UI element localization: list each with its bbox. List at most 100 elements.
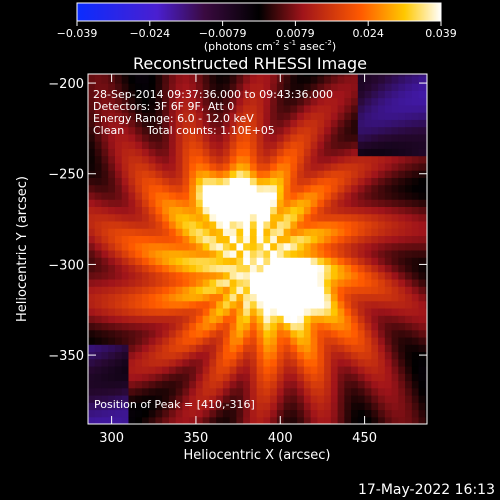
- heatmap-cell: [168, 293, 177, 302]
- heatmap-cell: [121, 286, 130, 295]
- heatmap-cell: [283, 162, 291, 171]
- heatmap-cell: [384, 104, 393, 113]
- heatmap-cell: [141, 358, 150, 367]
- heatmap-cell: [384, 199, 393, 207]
- heatmap-cell: [236, 416, 244, 424]
- heatmap-cell: [135, 329, 143, 338]
- heatmap-cell: [168, 358, 177, 367]
- heatmap-cell: [317, 249, 325, 258]
- heatmap-cell: [357, 191, 366, 200]
- heatmap-cell: [357, 344, 366, 353]
- heatmap-cell: [263, 141, 271, 149]
- heatmap-cell: [249, 416, 258, 424]
- heatmap-cell: [351, 257, 359, 266]
- heatmap-cell: [405, 380, 413, 389]
- heatmap-cell: [310, 119, 318, 128]
- heatmap-cell: [297, 365, 305, 374]
- heatmap-cell: [121, 387, 130, 396]
- heatmap-cell: [141, 344, 150, 353]
- heatmap-cell: [94, 365, 103, 374]
- heatmap-cell: [391, 373, 399, 382]
- heatmap-cell: [364, 97, 372, 106]
- heatmap-cell: [182, 74, 190, 77]
- heatmap-cell: [216, 307, 224, 316]
- heatmap-cell: [135, 97, 143, 106]
- heatmap-cell: [222, 394, 231, 403]
- heatmap-cell: [216, 74, 224, 77]
- heatmap-cell: [195, 220, 204, 229]
- heatmap-cell: [303, 126, 312, 135]
- heatmap-cell: [222, 228, 231, 236]
- heatmap-cell: [101, 278, 109, 287]
- heatmap-cell: [357, 206, 366, 215]
- heatmap-cell: [256, 336, 265, 345]
- heatmap-cell: [249, 191, 258, 200]
- heatmap-cell: [189, 409, 197, 418]
- heatmap-cell: [182, 242, 190, 251]
- heatmap-cell: [256, 141, 265, 149]
- heatmap-cell: [405, 75, 413, 84]
- heatmap-cell: [141, 307, 150, 316]
- heatmap-cell: [303, 257, 312, 266]
- heatmap-cell: [216, 293, 224, 302]
- heatmap-cell: [283, 242, 291, 251]
- heatmap-cell: [162, 402, 170, 411]
- heatmap-cell: [351, 199, 359, 207]
- heatmap-cell: [88, 133, 96, 142]
- heatmap-cell: [121, 206, 130, 215]
- heatmap-cell: [418, 119, 426, 128]
- heatmap-cell: [256, 83, 265, 91]
- heatmap-cell: [364, 249, 372, 258]
- heatmap-cell: [236, 148, 244, 157]
- heatmap-cell: [108, 344, 116, 353]
- heatmap-cell: [148, 365, 157, 374]
- heatmap-cell: [297, 336, 305, 345]
- heatmap-cell: [128, 242, 136, 251]
- heatmap-cell: [182, 409, 190, 418]
- heatmap-cell: [344, 293, 352, 302]
- heatmap-cell: [243, 228, 251, 236]
- heatmap-cell: [425, 90, 427, 99]
- heatmap-cell: [371, 75, 379, 84]
- heatmap-cell: [128, 235, 136, 244]
- heatmap-cell: [290, 315, 298, 324]
- heatmap-cell: [182, 358, 190, 367]
- heatmap-cell: [168, 336, 177, 345]
- heatmap-cell: [317, 213, 325, 222]
- heatmap-cell: [135, 133, 143, 142]
- heatmap-cell: [114, 228, 123, 236]
- heatmap-cell: [405, 206, 413, 215]
- heatmap-cell: [229, 133, 238, 142]
- heatmap-cell: [202, 271, 211, 280]
- heatmap-cell: [189, 148, 197, 157]
- heatmap-cell: [344, 141, 352, 149]
- heatmap-cell: [418, 300, 426, 309]
- heatmap-cell: [310, 394, 318, 403]
- heatmap-cell: [256, 286, 265, 295]
- heatmap-cell: [371, 220, 379, 229]
- heatmap-cell: [148, 206, 157, 215]
- heatmap-cell: [324, 351, 332, 360]
- heatmap-cell: [357, 74, 366, 77]
- heatmap-cell: [249, 206, 258, 215]
- heatmap-cell: [324, 126, 332, 135]
- heatmap-cell: [236, 90, 244, 99]
- heatmap-cell: [330, 155, 339, 164]
- heatmap-cell: [249, 278, 258, 287]
- heatmap-cell: [317, 293, 325, 302]
- heatmap-cell: [263, 409, 271, 418]
- heatmap-cell: [222, 329, 231, 338]
- heatmap-cell: [398, 351, 406, 360]
- heatmap-cell: [114, 242, 123, 251]
- heatmap-cell: [364, 112, 372, 120]
- heatmap-cell: [384, 315, 393, 324]
- heatmap-cell: [128, 380, 136, 389]
- heatmap-cell: [182, 286, 190, 295]
- heatmap-cell: [162, 74, 170, 77]
- heatmap-cell: [425, 373, 427, 382]
- heatmap-cell: [128, 97, 136, 106]
- heatmap-cell: [324, 242, 332, 251]
- heatmap-cell: [94, 373, 103, 382]
- heatmap-cell: [175, 315, 184, 324]
- annotation-algorithm: Clean: [93, 124, 124, 137]
